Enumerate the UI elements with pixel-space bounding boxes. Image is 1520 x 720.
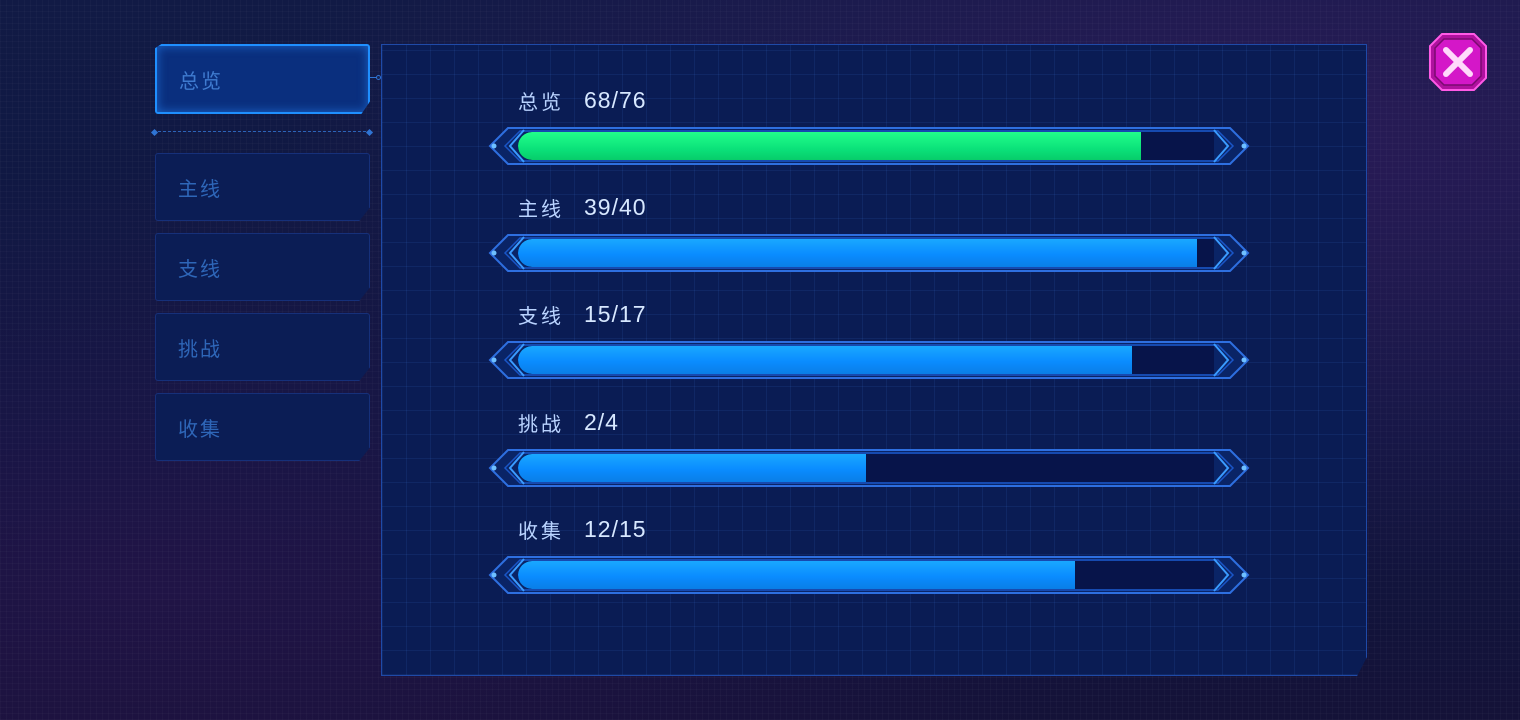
progress-row-label: 主线 39/40 (518, 193, 647, 221)
progress-row-label: 总览 68/76 (518, 86, 647, 114)
tab-overview-label: 总览 (179, 68, 223, 93)
tab-divider-dot-right (365, 128, 374, 137)
progress-row-name: 总览 (518, 89, 564, 114)
tab-collection[interactable]: 收集 (155, 393, 370, 461)
progress-bar-fill (518, 132, 1141, 160)
progress-row-name: 支线 (518, 303, 564, 328)
progress-row-label: 收集 12/15 (518, 515, 647, 543)
tab-main-quest[interactable]: 主线 (155, 153, 370, 221)
progress-row-count: 15/17 (584, 300, 647, 327)
tab-collection-label: 收集 (178, 416, 222, 441)
panel-connector (370, 75, 381, 81)
tab-divider-line (158, 131, 366, 133)
progress-row-count: 68/76 (584, 86, 647, 113)
tab-challenge[interactable]: 挑战 (155, 313, 370, 381)
progress-bar-fill (518, 454, 866, 482)
progress-bar-track (518, 346, 1214, 374)
progress-bar (488, 448, 1250, 488)
close-icon (1429, 33, 1487, 91)
tab-side-quest[interactable]: 支线 (155, 233, 370, 301)
progress-row-name: 收集 (518, 518, 564, 543)
progress-row-name: 挑战 (518, 411, 564, 436)
progress-bar-track (518, 454, 1214, 482)
tab-main-quest-label: 主线 (178, 176, 222, 201)
progress-bar-track (518, 561, 1214, 589)
progress-bar-fill (518, 239, 1197, 267)
progress-row-count: 12/15 (584, 515, 647, 542)
progress-bar (488, 233, 1250, 273)
progress-row-label: 支线 15/17 (518, 300, 647, 328)
progress-bar-fill (518, 561, 1075, 589)
progress-bar-track (518, 132, 1214, 160)
progress-bar-track (518, 239, 1214, 267)
tab-divider (150, 128, 374, 137)
tab-overview[interactable]: 总览 (155, 44, 370, 114)
progress-bar (488, 340, 1250, 380)
tab-side-quest-label: 支线 (178, 256, 222, 281)
progress-row-count: 39/40 (584, 193, 647, 220)
tab-divider-dot-left (150, 128, 159, 137)
progress-bar (488, 555, 1250, 595)
progress-row-name: 主线 (518, 196, 564, 221)
tab-challenge-label: 挑战 (178, 336, 222, 361)
progress-bar-fill (518, 346, 1133, 374)
progress-row-count: 2/4 (584, 408, 619, 435)
close-button[interactable] (1428, 32, 1488, 92)
progress-row-label: 挑战 2/4 (518, 408, 619, 436)
progress-bar (488, 126, 1250, 166)
